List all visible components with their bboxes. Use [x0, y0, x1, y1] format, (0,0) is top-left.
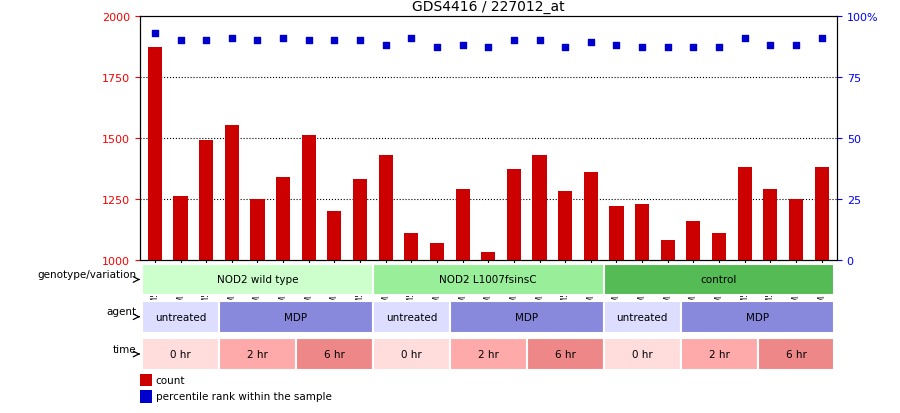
- Bar: [142, 338, 219, 370]
- Bar: [604, 338, 680, 370]
- Bar: [712, 233, 726, 260]
- Bar: [219, 338, 296, 370]
- Text: 2 hr: 2 hr: [478, 349, 499, 359]
- Bar: [584, 173, 598, 260]
- Bar: [302, 136, 316, 260]
- Point: [225, 35, 239, 42]
- Text: genotype/variation: genotype/variation: [37, 270, 136, 280]
- Bar: [142, 301, 219, 333]
- Bar: [373, 264, 604, 296]
- Point: [737, 35, 751, 42]
- Point: [661, 45, 675, 52]
- Bar: [199, 141, 213, 260]
- Text: 2 hr: 2 hr: [247, 349, 268, 359]
- Bar: [328, 211, 341, 260]
- Bar: [250, 199, 265, 260]
- Point: [712, 45, 726, 52]
- Point: [328, 38, 342, 44]
- Text: MDP: MDP: [515, 312, 538, 322]
- Point: [199, 38, 213, 44]
- Bar: [814, 168, 829, 260]
- Point: [430, 45, 445, 52]
- Bar: [373, 338, 450, 370]
- Text: count: count: [156, 375, 185, 385]
- Bar: [687, 221, 700, 260]
- Bar: [680, 301, 834, 333]
- Bar: [296, 338, 373, 370]
- Point: [481, 45, 495, 52]
- Text: 6 hr: 6 hr: [554, 349, 576, 359]
- Text: percentile rank within the sample: percentile rank within the sample: [156, 392, 331, 401]
- Text: 0 hr: 0 hr: [632, 349, 652, 359]
- Bar: [450, 338, 526, 370]
- Point: [148, 30, 162, 37]
- Bar: [604, 264, 834, 296]
- Bar: [450, 301, 604, 333]
- Text: time: time: [112, 344, 136, 354]
- Bar: [526, 338, 604, 370]
- Point: [250, 38, 265, 44]
- Text: 2 hr: 2 hr: [708, 349, 730, 359]
- Text: 0 hr: 0 hr: [170, 349, 191, 359]
- Bar: [758, 338, 834, 370]
- Point: [404, 35, 419, 42]
- Title: GDS4416 / 227012_at: GDS4416 / 227012_at: [412, 0, 564, 14]
- Bar: [430, 243, 444, 260]
- Bar: [353, 180, 367, 260]
- Bar: [219, 301, 373, 333]
- Bar: [373, 301, 450, 333]
- Bar: [225, 126, 238, 260]
- Bar: [558, 192, 572, 260]
- Bar: [738, 168, 752, 260]
- Bar: [680, 338, 758, 370]
- Bar: [533, 155, 546, 260]
- Bar: [276, 177, 290, 260]
- Bar: [404, 233, 419, 260]
- Text: MDP: MDP: [746, 312, 769, 322]
- Bar: [635, 204, 649, 260]
- Point: [583, 40, 598, 47]
- Point: [558, 45, 572, 52]
- Text: NOD2 wild type: NOD2 wild type: [217, 275, 298, 285]
- Bar: [142, 264, 373, 296]
- Bar: [789, 199, 803, 260]
- Bar: [763, 190, 778, 260]
- Point: [379, 43, 393, 49]
- Point: [814, 35, 829, 42]
- Bar: [661, 241, 675, 260]
- Point: [302, 38, 316, 44]
- Text: NOD2 L1007fsinsC: NOD2 L1007fsinsC: [439, 275, 537, 285]
- Point: [276, 35, 291, 42]
- Point: [686, 45, 700, 52]
- Bar: [482, 253, 495, 260]
- Text: 6 hr: 6 hr: [324, 349, 345, 359]
- Bar: [379, 155, 392, 260]
- Point: [532, 38, 546, 44]
- Point: [763, 43, 778, 49]
- Bar: [455, 190, 470, 260]
- Bar: [148, 48, 162, 260]
- Text: untreated: untreated: [616, 312, 668, 322]
- Text: agent: agent: [106, 307, 136, 317]
- Text: untreated: untreated: [385, 312, 437, 322]
- Point: [788, 43, 803, 49]
- Text: control: control: [701, 275, 737, 285]
- Bar: [174, 197, 187, 260]
- Text: 0 hr: 0 hr: [400, 349, 422, 359]
- Text: untreated: untreated: [155, 312, 206, 322]
- Point: [634, 45, 649, 52]
- Point: [455, 43, 470, 49]
- Point: [507, 38, 521, 44]
- Point: [353, 38, 367, 44]
- Bar: [604, 301, 680, 333]
- Bar: [609, 206, 624, 260]
- Point: [609, 43, 624, 49]
- Text: 6 hr: 6 hr: [786, 349, 806, 359]
- Point: [174, 38, 188, 44]
- Text: MDP: MDP: [284, 312, 308, 322]
- Bar: [507, 170, 521, 260]
